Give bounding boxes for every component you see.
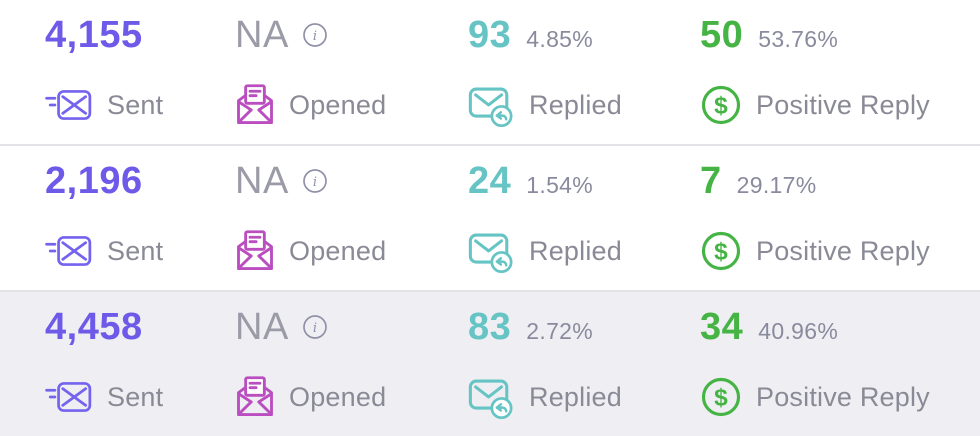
replied-percent: 2.72% [526, 318, 593, 344]
opened-count: NA [235, 160, 289, 202]
sent-mail-icon [45, 87, 93, 123]
campaign-stats-row[interactable]: 4,155 Sent NA Opened 93 4.85% Rep [0, 0, 980, 144]
opened-count: NA [235, 306, 289, 348]
stat-positive-reply: 34 40.96% Positive Reply [700, 306, 980, 436]
replied-percent: 4.85% [526, 26, 593, 52]
sent-count: 4,458 [45, 306, 143, 348]
stat-label-opened: Opened [289, 89, 387, 120]
replied-mail-icon [468, 229, 515, 274]
replied-count: 24 [468, 160, 512, 202]
stat-positive-reply: 7 29.17% Positive Reply [700, 160, 980, 290]
positive-reply-dollar-icon [700, 230, 742, 272]
stat-replied: 93 4.85% Replied [468, 14, 700, 144]
stat-replied: 24 1.54% Replied [468, 160, 700, 290]
stat-replied: 83 2.72% Replied [468, 306, 700, 436]
sent-mail-icon [45, 379, 93, 415]
stat-label-sent: Sent [107, 89, 164, 120]
info-icon[interactable] [302, 22, 328, 48]
opened-mail-icon [235, 83, 275, 127]
positive-reply-count: 34 [700, 306, 744, 348]
opened-count: NA [235, 14, 289, 56]
opened-mail-icon [235, 375, 275, 419]
stat-opened: NA Opened [235, 160, 468, 290]
stat-label-opened: Opened [289, 381, 387, 412]
positive-reply-count: 50 [700, 14, 744, 56]
stat-label-positive-reply: Positive Reply [756, 381, 930, 412]
opened-mail-icon [235, 229, 275, 273]
replied-percent: 1.54% [526, 172, 593, 198]
stat-sent: 4,155 Sent [45, 14, 235, 144]
stat-label-sent: Sent [107, 235, 164, 266]
sent-count: 4,155 [45, 14, 143, 56]
stat-label-replied: Replied [529, 89, 622, 120]
replied-count: 93 [468, 14, 512, 56]
campaign-stats-row[interactable]: 2,196 Sent NA Opened 24 1.54% Rep [0, 144, 980, 290]
replied-count: 83 [468, 306, 512, 348]
stat-label-positive-reply: Positive Reply [756, 89, 930, 120]
positive-reply-percent: 40.96% [758, 318, 839, 344]
positive-reply-percent: 53.76% [758, 26, 839, 52]
stat-opened: NA Opened [235, 14, 468, 144]
replied-mail-icon [468, 83, 515, 128]
stat-label-replied: Replied [529, 381, 622, 412]
stat-positive-reply: 50 53.76% Positive Reply [700, 14, 980, 144]
sent-mail-icon [45, 233, 93, 269]
stat-label-sent: Sent [107, 381, 164, 412]
stat-label-replied: Replied [529, 235, 622, 266]
stat-sent: 2,196 Sent [45, 160, 235, 290]
stat-opened: NA Opened [235, 306, 468, 436]
positive-reply-dollar-icon [700, 84, 742, 126]
positive-reply-count: 7 [700, 160, 722, 202]
info-icon[interactable] [302, 168, 328, 194]
stat-label-positive-reply: Positive Reply [756, 235, 930, 266]
positive-reply-percent: 29.17% [736, 172, 817, 198]
positive-reply-dollar-icon [700, 376, 742, 418]
campaign-stats-row[interactable]: 4,458 Sent NA Opened 83 2.72% Rep [0, 290, 980, 436]
stat-sent: 4,458 Sent [45, 306, 235, 436]
sent-count: 2,196 [45, 160, 143, 202]
stat-label-opened: Opened [289, 235, 387, 266]
info-icon[interactable] [302, 314, 328, 340]
replied-mail-icon [468, 375, 515, 420]
